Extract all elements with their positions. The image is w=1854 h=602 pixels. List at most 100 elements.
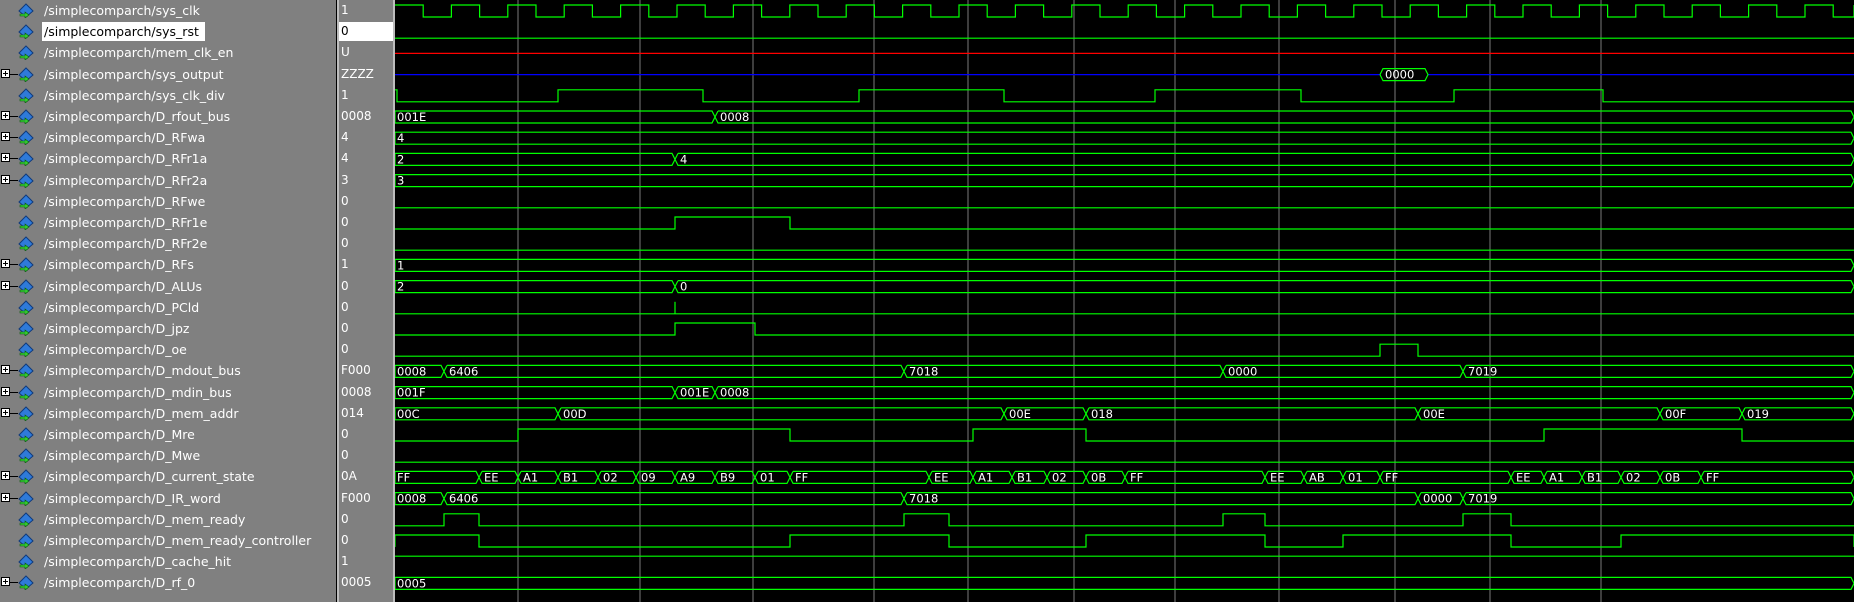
expand-plus-icon[interactable] xyxy=(1,111,10,120)
signal-row[interactable]: /simplecomparch/D_rfout_bus xyxy=(0,106,336,127)
signal-name[interactable]: /simplecomparch/D_RFs xyxy=(44,257,194,273)
signal-name[interactable]: /simplecomparch/D_rf_0 xyxy=(44,575,196,591)
signal-value-row[interactable]: 0 xyxy=(339,297,393,318)
signal-row[interactable]: /simplecomparch/sys_output xyxy=(0,64,336,85)
signal-value-row[interactable]: 1 xyxy=(339,254,393,275)
signal-value-row[interactable]: 0 xyxy=(339,530,393,551)
signal-row[interactable]: /simplecomparch/D_ALUs xyxy=(0,276,336,297)
expand-plus-icon[interactable] xyxy=(1,386,10,396)
signal-row[interactable]: /simplecomparch/D_RFr1e xyxy=(0,212,336,233)
signal-row[interactable]: /simplecomparch/D_RFwa xyxy=(0,127,336,148)
expand-plus-icon[interactable] xyxy=(1,280,10,290)
signal-name[interactable]: /simplecomparch/D_RFwe xyxy=(44,193,206,209)
signal-value-row[interactable]: F000 xyxy=(339,488,393,509)
signal-value-row[interactable]: 014 xyxy=(339,403,393,424)
signal-value-row[interactable]: 0 xyxy=(339,424,393,445)
signal-row[interactable]: /simplecomparch/D_RFwe xyxy=(0,191,336,212)
signal-name[interactable]: /simplecomparch/D_mem_ready_controller xyxy=(44,533,312,548)
signal-value-row[interactable]: 0 xyxy=(339,212,393,233)
expand-plus-icon[interactable] xyxy=(1,68,10,78)
signal-row[interactable]: /simplecomparch/D_current_state xyxy=(0,466,336,487)
signal-value-row[interactable]: 0 xyxy=(339,509,393,530)
signal-name[interactable]: /simplecomparch/sys_clk xyxy=(44,3,200,18)
signal-row[interactable]: /simplecomparch/D_RFr2a xyxy=(0,170,336,191)
signal-value-row[interactable]: 0 xyxy=(339,21,393,42)
signal-value-row[interactable]: 1 xyxy=(339,551,393,572)
signal-value-row[interactable]: 0 xyxy=(339,339,393,360)
signal-row[interactable]: /simplecomparch/D_mem_ready xyxy=(0,509,336,530)
pane-divider[interactable] xyxy=(393,0,395,602)
signal-row[interactable]: /simplecomparch/sys_clk xyxy=(0,0,336,21)
signal-value-row[interactable]: 0 xyxy=(339,445,393,466)
signal-row[interactable]: /simplecomparch/sys_rst xyxy=(0,21,336,42)
signal-name[interactable]: /simplecomparch/D_Mre xyxy=(44,427,195,442)
signal-value-row[interactable]: 0A xyxy=(339,466,393,487)
signal-value-row[interactable]: 1 xyxy=(339,0,393,21)
signal-name[interactable]: /simplecomparch/D_PCld xyxy=(44,299,200,315)
signal-row[interactable]: /simplecomparch/D_Mwe xyxy=(0,445,336,466)
signal-name[interactable]: /simplecomparch/D_RFr2a xyxy=(44,172,208,188)
signal-value-row[interactable]: 0008 xyxy=(339,382,393,403)
signal-value-row[interactable]: 0 xyxy=(339,233,393,254)
signal-row[interactable]: /simplecomparch/D_RFr1a xyxy=(0,148,336,169)
signal-value-row[interactable]: 0008 xyxy=(339,106,393,127)
signal-name[interactable]: /simplecomparch/D_mdin_bus xyxy=(44,384,232,400)
signal-name[interactable]: /simplecomparch/D_RFr2e xyxy=(44,236,208,252)
signal-value-row[interactable]: 1 xyxy=(339,85,393,106)
signal-row[interactable]: /simplecomparch/D_RFr2e xyxy=(0,233,336,254)
signal-value-row[interactable]: F000 xyxy=(339,360,393,381)
signal-row[interactable]: /simplecomparch/D_RFs xyxy=(0,254,336,275)
signal-row[interactable]: /simplecomparch/D_rf_0 xyxy=(0,572,336,593)
expand-plus-icon[interactable] xyxy=(1,577,10,587)
signal-row[interactable]: /simplecomparch/D_mdout_bus xyxy=(0,360,336,381)
signal-row[interactable]: /simplecomparch/mem_clk_en xyxy=(0,42,336,63)
expand-plus-icon[interactable] xyxy=(1,492,10,502)
signal-row[interactable]: /simplecomparch/D_cache_hit xyxy=(0,551,336,572)
signal-name[interactable]: /simplecomparch/D_Mwe xyxy=(44,448,201,464)
signal-name[interactable]: /simplecomparch/D_mem_addr xyxy=(44,405,239,421)
expand-plus-icon[interactable] xyxy=(1,471,10,481)
signal-name[interactable]: /simplecomparch/sys_rst xyxy=(42,22,205,42)
signal-row[interactable]: /simplecomparch/D_mdin_bus xyxy=(0,382,336,403)
signal-row[interactable]: /simplecomparch/D_PCld xyxy=(0,297,336,318)
signal-row[interactable]: /simplecomparch/D_jpz xyxy=(0,318,336,339)
signal-name[interactable]: /simplecomparch/sys_output xyxy=(44,66,224,82)
signal-name[interactable]: /simplecomparch/D_jpz xyxy=(44,321,190,336)
signal-name[interactable]: /simplecomparch/D_RFwa xyxy=(44,130,206,146)
signal-name[interactable]: /simplecomparch/D_current_state xyxy=(44,469,255,485)
expand-plus-icon[interactable] xyxy=(1,132,10,142)
signal-value-row[interactable]: 4 xyxy=(339,127,393,148)
signal-row[interactable]: /simplecomparch/D_IR_word xyxy=(0,488,336,509)
signal-row[interactable]: /simplecomparch/D_mem_addr xyxy=(0,403,336,424)
expand-plus-icon[interactable] xyxy=(1,365,10,375)
waveform-canvas[interactable]: 0000 001E 0008 4 2 4 3 1 2 0 0008 6406 7018 0000 7019 0… xyxy=(395,0,1854,602)
signal-row[interactable]: /simplecomparch/D_Mre xyxy=(0,424,336,445)
expand-plus-icon[interactable] xyxy=(1,153,10,163)
signal-value-row[interactable]: 0005 xyxy=(339,572,393,593)
expand-plus-icon[interactable] xyxy=(1,174,10,184)
expand-plus-icon[interactable] xyxy=(1,259,10,269)
signal-name[interactable]: /simplecomparch/mem_clk_en xyxy=(44,45,234,61)
signal-name[interactable]: /simplecomparch/D_rfout_bus xyxy=(44,109,231,124)
signal-name[interactable]: /simplecomparch/D_cache_hit xyxy=(44,554,232,570)
signal-name[interactable]: /simplecomparch/D_mem_ready xyxy=(44,511,246,527)
signal-value-row[interactable]: 0 xyxy=(339,191,393,212)
signal-value-row[interactable]: ZZZZ xyxy=(339,64,393,85)
signal-row[interactable]: /simplecomparch/sys_clk_div xyxy=(0,85,336,106)
signal-row[interactable]: /simplecomparch/D_mem_ready_controller xyxy=(0,530,336,551)
signal-name[interactable]: /simplecomparch/D_IR_word xyxy=(44,490,221,506)
signal-name[interactable]: /simplecomparch/D_mdout_bus xyxy=(44,363,241,379)
signal-name[interactable]: /simplecomparch/D_ALUs xyxy=(44,278,203,294)
signal-value-row[interactable]: U xyxy=(339,42,393,63)
signal-value-row[interactable]: 4 xyxy=(339,148,393,169)
signal-name[interactable]: /simplecomparch/D_RFr1e xyxy=(44,215,208,230)
signal-value-row[interactable]: 0 xyxy=(339,276,393,297)
waveform-pane[interactable]: 0000 001E 0008 4 2 4 3 1 2 0 0008 6406 7018 0000 7019 0… xyxy=(395,0,1854,602)
signal-value-row[interactable]: 3 xyxy=(339,170,393,191)
expand-plus-icon[interactable] xyxy=(1,407,10,417)
signal-name[interactable]: /simplecomparch/D_oe xyxy=(44,342,187,358)
signal-value-row[interactable]: 0 xyxy=(339,318,393,339)
signal-name[interactable]: /simplecomparch/sys_clk_div xyxy=(44,87,225,103)
signal-row[interactable]: /simplecomparch/D_oe xyxy=(0,339,336,360)
signal-name[interactable]: /simplecomparch/D_RFr1a xyxy=(44,151,208,167)
